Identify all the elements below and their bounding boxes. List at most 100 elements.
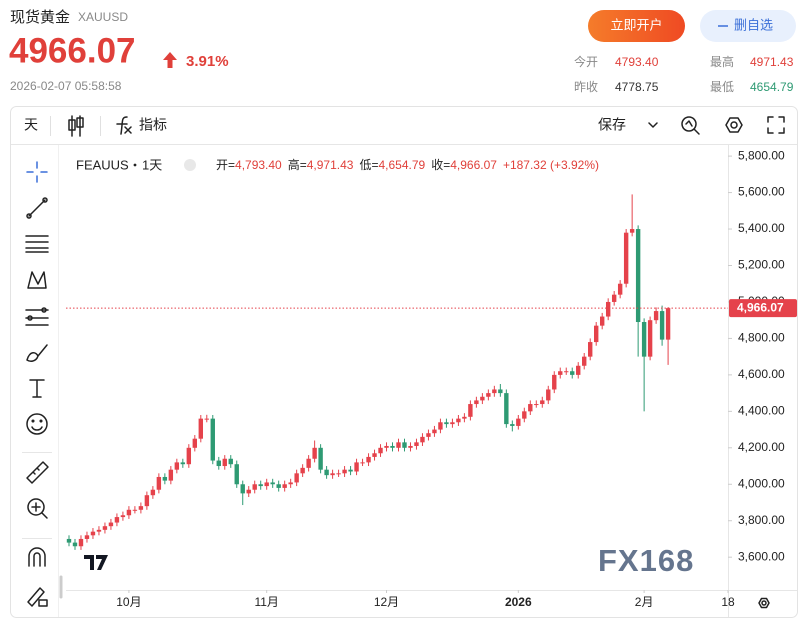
zoom-tool[interactable] — [27, 498, 48, 519]
x-tick-label: 10月 — [116, 595, 141, 609]
candle-body — [204, 418, 209, 420]
candle-body — [72, 542, 78, 547]
candle-body — [228, 458, 233, 465]
indicators-button[interactable]: 指标 — [116, 116, 167, 135]
candle-body — [480, 396, 485, 401]
lock-draw-tool[interactable] — [27, 587, 48, 607]
button-label: 立即开户 — [610, 17, 662, 32]
trendline-tool[interactable] — [26, 197, 48, 219]
candle-body — [270, 482, 275, 485]
candle-body — [623, 232, 629, 284]
y-tick-label: 3,600.00 — [738, 549, 785, 563]
fullscreen-button[interactable] — [767, 116, 785, 134]
magnet-tool[interactable] — [28, 547, 46, 567]
candle-body — [132, 509, 138, 511]
candle-body — [635, 229, 641, 323]
open-account-button[interactable]: 立即开户 — [588, 10, 685, 42]
ohlc-value: 4,654.79 — [378, 158, 425, 172]
candle-body — [528, 404, 533, 412]
projection-tool[interactable] — [25, 307, 49, 326]
candle-body — [378, 447, 383, 454]
candle-body — [102, 526, 108, 530]
emoji-tool[interactable] — [26, 413, 48, 435]
candle-body — [647, 320, 653, 357]
interval-button[interactable]: 天 — [24, 117, 38, 133]
stat-value: 4971.43 — [750, 55, 794, 69]
candle-body — [114, 517, 120, 523]
visibility-toggle[interactable] — [184, 159, 196, 171]
symbol: XAUUSD — [78, 10, 128, 24]
candle-body — [540, 400, 545, 405]
save-button[interactable]: 保存 — [598, 117, 626, 133]
candle-body — [210, 418, 215, 461]
pattern-tool[interactable] — [27, 271, 47, 289]
candle-body — [324, 469, 329, 476]
candle-body — [558, 371, 563, 375]
chart-type-button[interactable] — [68, 115, 84, 137]
axis-settings[interactable] — [758, 597, 770, 609]
candle-body — [582, 356, 587, 366]
candle-body — [552, 374, 557, 390]
fx-icon — [124, 126, 132, 134]
candle-body — [264, 482, 269, 487]
price: 4966.07 — [9, 31, 136, 70]
candle-body — [318, 447, 323, 470]
candle-body — [258, 484, 263, 487]
candle-body — [546, 389, 551, 401]
x-tick-label: 11月 — [254, 595, 278, 609]
y-tick-label: 4,000.00 — [738, 476, 785, 490]
candle-body — [198, 418, 203, 439]
candle-body — [282, 484, 287, 488]
button-bg — [700, 10, 796, 42]
candle-body — [605, 301, 611, 317]
candle-body — [641, 322, 647, 357]
stat-label: 最高 — [710, 54, 734, 69]
x-tick-label: 18 — [721, 595, 735, 609]
change-label: +187.32 (+3.92%) — [503, 158, 599, 172]
candle-body — [78, 538, 84, 547]
candle-body — [570, 371, 575, 375]
chart-symbol: FEAUUS — [76, 157, 129, 172]
candle-body — [474, 400, 479, 405]
candle-body — [186, 447, 192, 465]
candle-body — [402, 442, 407, 448]
crosshair-tool[interactable] — [26, 161, 48, 183]
candle-body — [599, 316, 605, 326]
candle-body — [588, 342, 593, 357]
candle-body — [96, 529, 102, 532]
candle-body — [294, 473, 299, 483]
candle-body — [300, 467, 305, 474]
candle-body — [168, 469, 174, 481]
remove-watchlist-button[interactable]: 删自选 — [700, 10, 796, 42]
candle-body — [665, 308, 671, 340]
settings-button[interactable] — [725, 117, 743, 133]
text-tool[interactable] — [29, 379, 45, 398]
stat-label: 今开 — [574, 54, 598, 69]
ohlc-legend: 开=4,793.40 高=4,971.43 低=4,654.79 收=4,966.07… — [216, 157, 599, 172]
candle-body — [246, 489, 251, 494]
candle-body — [150, 489, 156, 496]
candle-body — [456, 418, 461, 423]
separator-dot — [133, 163, 137, 167]
candle-body — [504, 393, 509, 425]
snapshot-button[interactable] — [681, 116, 700, 135]
candle-body — [162, 476, 168, 481]
candle-body — [384, 445, 389, 448]
ohlc-value: 4,971.43 — [307, 158, 354, 172]
brush-tool[interactable] — [26, 344, 48, 362]
tv-logo — [84, 555, 108, 570]
candle-body — [180, 462, 186, 465]
measure-tool[interactable] — [26, 461, 49, 484]
y-tick-label: 4,600.00 — [738, 367, 785, 381]
candle-body — [510, 424, 515, 426]
candle-body — [486, 393, 491, 397]
candle-body — [330, 473, 335, 476]
save-dropdown[interactable] — [648, 122, 658, 128]
button-label: 删自选 — [734, 17, 773, 32]
chart-frame — [10, 106, 798, 618]
candle-body — [653, 311, 659, 321]
y-tick-label: 4,400.00 — [738, 404, 785, 418]
chart-interval: 1天 — [142, 157, 162, 172]
candle-body — [306, 458, 311, 468]
fib-tool[interactable] — [25, 235, 49, 253]
